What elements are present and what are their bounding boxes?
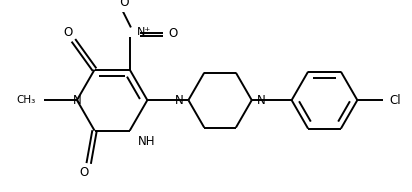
Text: O: O xyxy=(80,166,89,179)
Text: ⁻O: ⁻O xyxy=(114,0,129,9)
Text: N: N xyxy=(256,94,265,107)
Text: N⁺: N⁺ xyxy=(137,27,151,37)
Text: N: N xyxy=(73,94,81,107)
Text: O: O xyxy=(63,26,72,39)
Text: Cl: Cl xyxy=(389,94,400,107)
Text: CH₃: CH₃ xyxy=(16,95,36,105)
Text: N: N xyxy=(175,94,184,107)
Text: NH: NH xyxy=(138,135,155,148)
Text: O: O xyxy=(169,27,178,40)
